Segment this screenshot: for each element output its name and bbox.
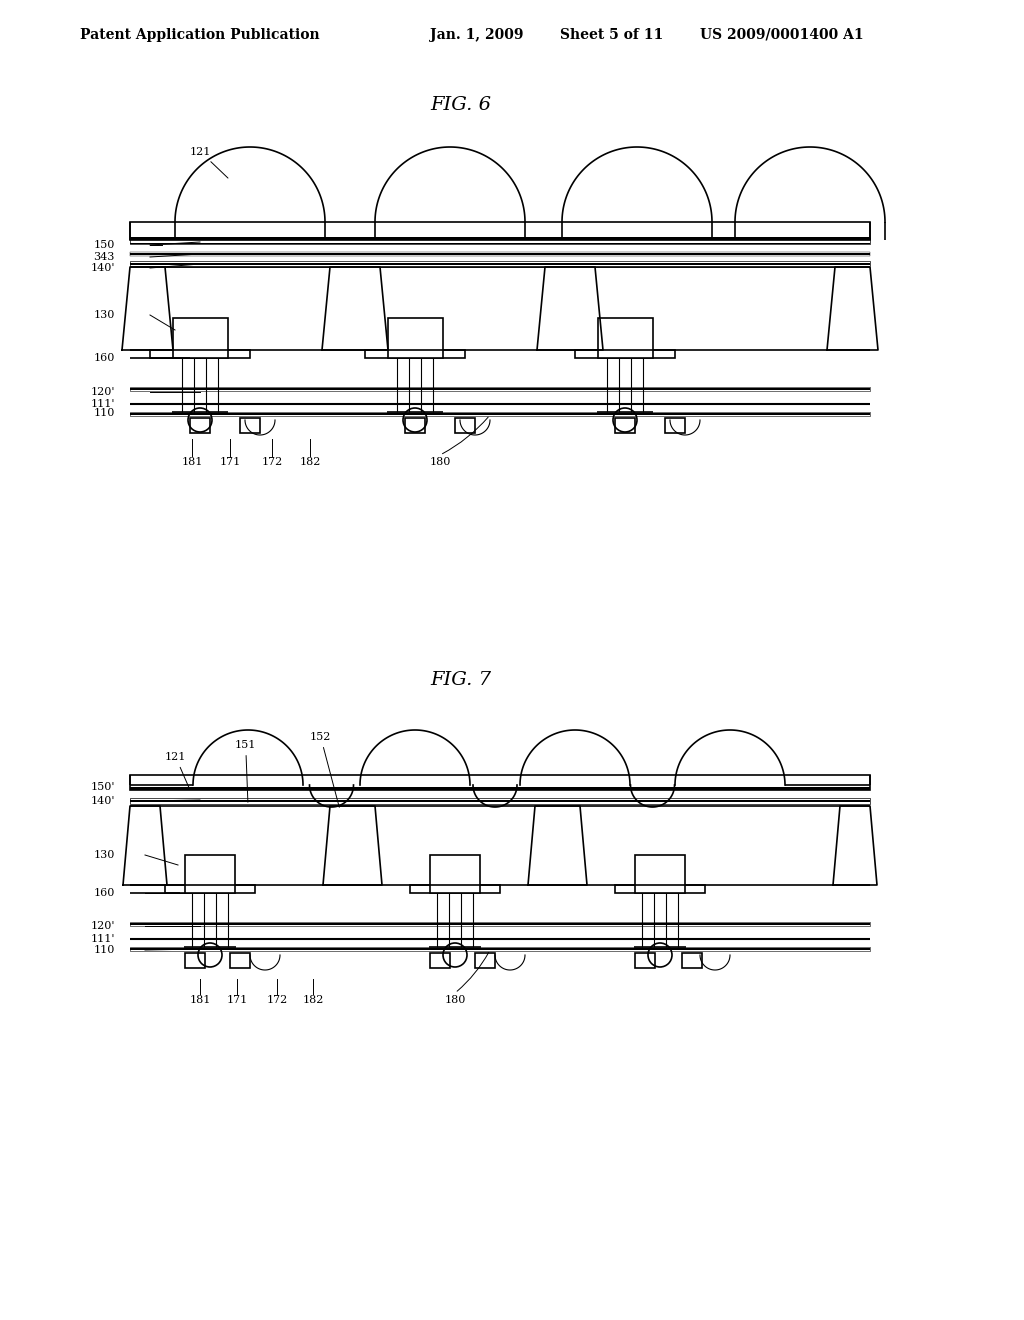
Text: Sheet 5 of 11: Sheet 5 of 11 bbox=[560, 28, 664, 42]
Bar bbox=[185, 953, 205, 968]
Text: 110: 110 bbox=[93, 945, 115, 954]
Text: 171: 171 bbox=[219, 457, 241, 467]
Text: 160: 160 bbox=[93, 352, 115, 363]
Text: 180: 180 bbox=[429, 457, 451, 467]
Text: 121: 121 bbox=[190, 147, 228, 178]
Bar bbox=[635, 855, 685, 894]
Bar bbox=[130, 412, 870, 416]
Text: 110: 110 bbox=[93, 408, 115, 418]
Bar bbox=[130, 243, 870, 244]
Bar bbox=[230, 953, 250, 968]
Text: 150': 150' bbox=[90, 781, 115, 792]
Text: 121: 121 bbox=[165, 752, 188, 788]
Polygon shape bbox=[122, 267, 173, 350]
Bar bbox=[173, 318, 228, 358]
Bar bbox=[682, 953, 702, 968]
Bar bbox=[150, 350, 250, 358]
Bar bbox=[575, 350, 675, 358]
Text: FIG. 7: FIG. 7 bbox=[430, 671, 490, 689]
Text: 111': 111' bbox=[90, 935, 115, 944]
Polygon shape bbox=[322, 267, 388, 350]
Text: 150: 150 bbox=[93, 240, 115, 249]
Text: 120': 120' bbox=[90, 387, 115, 397]
Bar bbox=[240, 418, 260, 433]
Text: 182: 182 bbox=[299, 457, 321, 467]
Bar bbox=[365, 350, 465, 358]
Bar bbox=[130, 238, 870, 244]
Bar bbox=[430, 953, 450, 968]
Bar bbox=[130, 238, 870, 240]
Text: 130: 130 bbox=[93, 850, 115, 861]
Text: 130: 130 bbox=[93, 310, 115, 319]
Text: 152: 152 bbox=[310, 733, 339, 808]
Bar bbox=[130, 388, 870, 389]
Text: US 2009/0001400 A1: US 2009/0001400 A1 bbox=[700, 28, 863, 42]
Bar bbox=[455, 418, 475, 433]
Bar bbox=[406, 418, 425, 433]
Polygon shape bbox=[827, 267, 878, 350]
Text: 160: 160 bbox=[93, 888, 115, 898]
Text: 140': 140' bbox=[90, 796, 115, 807]
Bar bbox=[130, 222, 870, 240]
Bar bbox=[130, 387, 870, 391]
Bar bbox=[130, 923, 870, 925]
Bar bbox=[430, 855, 480, 894]
Bar bbox=[185, 855, 234, 894]
Text: 182: 182 bbox=[302, 995, 324, 1005]
Bar bbox=[165, 884, 255, 894]
Polygon shape bbox=[123, 807, 167, 884]
Polygon shape bbox=[537, 267, 603, 350]
Text: 172: 172 bbox=[261, 457, 283, 467]
Bar bbox=[130, 261, 870, 267]
Bar bbox=[475, 953, 495, 968]
Text: 111': 111' bbox=[90, 399, 115, 409]
Text: Jan. 1, 2009: Jan. 1, 2009 bbox=[430, 28, 523, 42]
Polygon shape bbox=[833, 807, 877, 884]
Polygon shape bbox=[323, 807, 382, 884]
Text: 180: 180 bbox=[444, 995, 466, 1005]
Bar bbox=[130, 800, 870, 803]
Bar bbox=[665, 418, 685, 433]
Bar bbox=[130, 775, 870, 789]
Bar bbox=[130, 252, 870, 256]
Bar bbox=[130, 787, 870, 789]
Bar bbox=[130, 946, 870, 950]
Bar bbox=[410, 884, 500, 894]
Text: 172: 172 bbox=[266, 995, 288, 1005]
Text: 140': 140' bbox=[90, 263, 115, 273]
Text: 151: 151 bbox=[234, 741, 256, 803]
Text: 171: 171 bbox=[226, 995, 248, 1005]
Text: 181: 181 bbox=[181, 457, 203, 467]
Bar bbox=[130, 253, 870, 255]
Bar bbox=[130, 413, 870, 414]
Bar bbox=[190, 418, 210, 433]
Text: Patent Application Publication: Patent Application Publication bbox=[80, 28, 319, 42]
Polygon shape bbox=[528, 807, 587, 884]
Bar bbox=[130, 921, 870, 927]
Bar bbox=[388, 318, 443, 358]
Text: 120': 120' bbox=[90, 921, 115, 931]
Bar bbox=[130, 948, 870, 950]
Bar bbox=[598, 318, 653, 358]
Bar bbox=[130, 263, 870, 265]
Bar bbox=[615, 884, 705, 894]
Bar bbox=[635, 953, 655, 968]
Text: 343: 343 bbox=[93, 252, 115, 261]
Bar bbox=[130, 799, 870, 804]
Text: 181: 181 bbox=[189, 995, 211, 1005]
Bar bbox=[615, 418, 635, 433]
Text: FIG. 6: FIG. 6 bbox=[430, 96, 490, 114]
